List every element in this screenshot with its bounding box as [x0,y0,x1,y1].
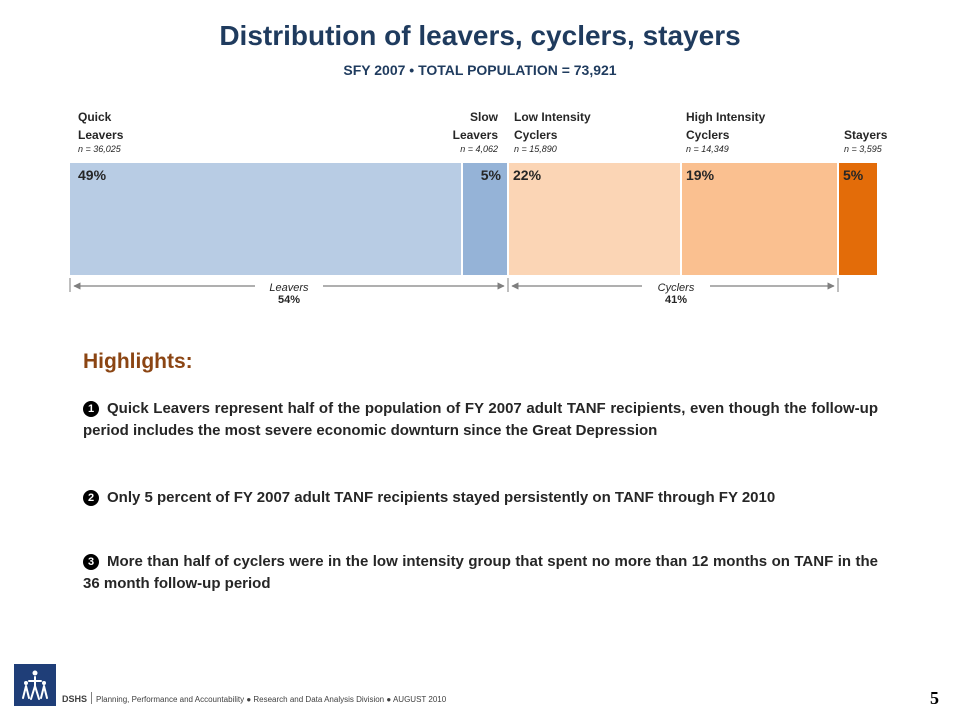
bar-segment-high-intensity-cyclers: 19% [682,163,837,275]
dshs-logo-icon [14,664,56,706]
bar-segment-low-intensity-cyclers: 22% [509,163,680,275]
percent-label: 5% [480,167,501,183]
bar-segment-quick-leavers: 49% [70,163,461,275]
highlight-item-2: 2 Only 5 percent of FY 2007 adult TANF re… [83,487,878,509]
highlight-text: Only 5 percent of FY 2007 adult TANF rec… [107,489,776,506]
percent-label: 22% [513,167,542,183]
segment-label-high-intensity-cyclers: High Intensity Cyclers n = 14,349 [686,110,766,154]
footer-org: DSHS [62,694,88,704]
circled-number-2-icon: 2 [83,490,99,506]
footer-divider [91,692,93,704]
leavers-bracket-label: Leavers 54% [255,282,323,306]
highlight-text: Quick Leavers represent half of the popu… [83,400,878,439]
bar-segment-slow-leavers: 5% [463,163,507,275]
page-title: Distribution of leavers, cyclers, stayer… [219,20,741,51]
highlight-item-1: 1 Quick Leavers represent half of the pop… [83,398,878,442]
cyclers-bracket-label: Cyclers 41% [642,282,710,306]
highlight-item-3: 3 More than half of cyclers were in the l… [83,551,878,595]
bar-segment-stayers: 5% [839,163,877,275]
circled-number-1-icon: 1 [83,401,99,417]
percent-label: 5% [843,167,864,183]
segment-label-slow-leavers: Slow Leavers n = 4,062 [452,110,498,154]
segment-label-low-intensity-cyclers: Low Intensity Cyclers n = 15,890 [514,110,591,154]
page-number: 5 [930,688,939,708]
highlights-heading: Highlights: [83,350,193,373]
segment-label-stayers: Stayers n = 3,595 [844,128,888,154]
percent-label: 19% [686,167,715,183]
percent-label: 49% [78,167,107,183]
segment-label-quick-leavers: Quick Leavers n = 36,025 [78,110,124,154]
footer-text: DSHS Planning, Performance and Accountabi… [62,692,446,704]
page-subtitle: SFY 2007 • TOTAL POPULATION = 73,921 [343,62,617,78]
footer-description: Planning, Performance and Accountability… [96,695,447,704]
group-brackets [69,278,839,292]
highlight-text: More than half of cyclers were in the lo… [83,553,878,592]
circled-number-3-icon: 3 [83,554,99,570]
